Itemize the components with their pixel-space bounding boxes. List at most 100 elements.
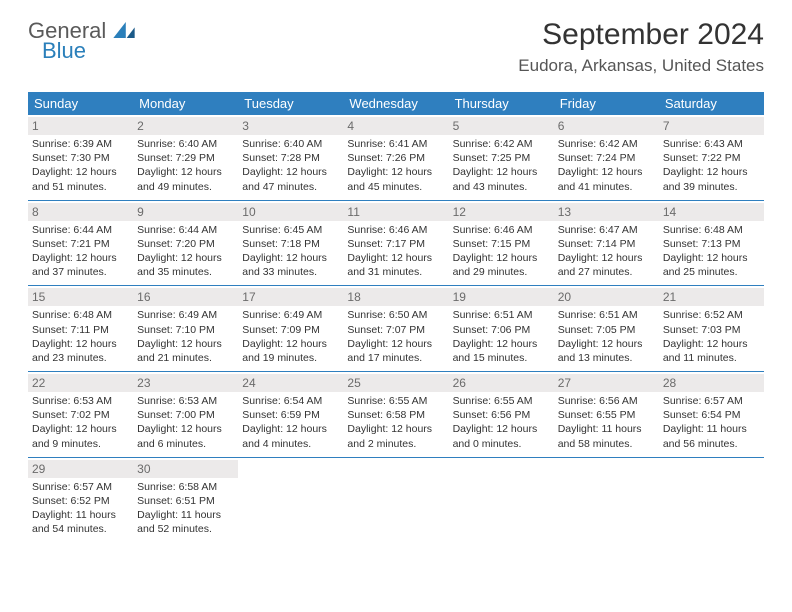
day-cell: 23 Sunrise: 6:53 AMSunset: 7:00 PMDayligh… — [133, 372, 238, 457]
day-cell — [659, 458, 764, 543]
day-number: 5 — [449, 117, 554, 135]
day-number: 24 — [238, 374, 343, 392]
day-details: Sunrise: 6:54 AMSunset: 6:59 PMDaylight:… — [242, 394, 339, 451]
day-details: Sunrise: 6:49 AMSunset: 7:10 PMDaylight:… — [137, 308, 234, 365]
day-details: Sunrise: 6:46 AMSunset: 7:17 PMDaylight:… — [347, 223, 444, 280]
day-details: Sunrise: 6:58 AMSunset: 6:51 PMDaylight:… — [137, 480, 234, 537]
day-details: Sunrise: 6:55 AMSunset: 6:58 PMDaylight:… — [347, 394, 444, 451]
day-cell: 29 Sunrise: 6:57 AMSunset: 6:52 PMDayligh… — [28, 458, 133, 543]
day-details: Sunrise: 6:55 AMSunset: 6:56 PMDaylight:… — [453, 394, 550, 451]
day-cell: 24 Sunrise: 6:54 AMSunset: 6:59 PMDayligh… — [238, 372, 343, 457]
day-details: Sunrise: 6:57 AMSunset: 6:52 PMDaylight:… — [32, 480, 129, 537]
day-cell: 10 Sunrise: 6:45 AMSunset: 7:18 PMDayligh… — [238, 201, 343, 286]
header: General Blue September 2024 Eudora, Arka… — [0, 0, 792, 84]
day-cell — [449, 458, 554, 543]
day-cell — [343, 458, 448, 543]
weekday-header: Thursday — [449, 92, 554, 115]
day-number: 23 — [133, 374, 238, 392]
day-number: 25 — [343, 374, 448, 392]
day-number: 16 — [133, 288, 238, 306]
week-row: 29 Sunrise: 6:57 AMSunset: 6:52 PMDayligh… — [28, 457, 764, 543]
day-cell: 11 Sunrise: 6:46 AMSunset: 7:17 PMDayligh… — [343, 201, 448, 286]
day-cell: 8 Sunrise: 6:44 AMSunset: 7:21 PMDaylight… — [28, 201, 133, 286]
day-cell: 16 Sunrise: 6:49 AMSunset: 7:10 PMDayligh… — [133, 286, 238, 371]
page-title: September 2024 — [518, 18, 764, 52]
day-number: 8 — [28, 203, 133, 221]
day-number: 29 — [28, 460, 133, 478]
day-cell: 6Sunrise: 6:42 AMSunset: 7:24 PMDaylight… — [554, 115, 659, 200]
day-cell: 14Sunrise: 6:48 AMSunset: 7:13 PMDayligh… — [659, 201, 764, 286]
day-number: 27 — [554, 374, 659, 392]
day-details: Sunrise: 6:42 AMSunset: 7:25 PMDaylight:… — [453, 137, 550, 194]
weekday-header: Wednesday — [343, 92, 448, 115]
week-row: 22 Sunrise: 6:53 AMSunset: 7:02 PMDayligh… — [28, 371, 764, 457]
day-details: Sunrise: 6:49 AMSunset: 7:09 PMDaylight:… — [242, 308, 339, 365]
logo: General Blue — [28, 18, 135, 64]
day-details: Sunrise: 6:57 AMSunset: 6:54 PMDaylight:… — [663, 394, 760, 451]
day-cell — [554, 458, 659, 543]
location-subtitle: Eudora, Arkansas, United States — [518, 56, 764, 76]
day-number: 9 — [133, 203, 238, 221]
day-number: 19 — [449, 288, 554, 306]
day-number: 30 — [133, 460, 238, 478]
day-number: 22 — [28, 374, 133, 392]
day-number: 15 — [28, 288, 133, 306]
day-cell: 9 Sunrise: 6:44 AMSunset: 7:20 PMDaylight… — [133, 201, 238, 286]
day-number: 2 — [133, 117, 238, 135]
day-details: Sunrise: 6:50 AMSunset: 7:07 PMDaylight:… — [347, 308, 444, 365]
day-cell: 18 Sunrise: 6:50 AMSunset: 7:07 PMDayligh… — [343, 286, 448, 371]
day-cell: 27 Sunrise: 6:56 AMSunset: 6:55 PMDayligh… — [554, 372, 659, 457]
day-number: 17 — [238, 288, 343, 306]
week-row: 15 Sunrise: 6:48 AMSunset: 7:11 PMDayligh… — [28, 285, 764, 371]
day-details: Sunrise: 6:53 AMSunset: 7:02 PMDaylight:… — [32, 394, 129, 451]
day-number: 28 — [659, 374, 764, 392]
day-cell — [238, 458, 343, 543]
day-details: Sunrise: 6:43 AMSunset: 7:22 PMDaylight:… — [663, 137, 760, 194]
day-number: 12 — [449, 203, 554, 221]
week-row: 1Sunrise: 6:39 AMSunset: 7:30 PMDaylight… — [28, 115, 764, 200]
day-cell: 5 Sunrise: 6:42 AMSunset: 7:25 PMDaylight… — [449, 115, 554, 200]
day-details: Sunrise: 6:56 AMSunset: 6:55 PMDaylight:… — [558, 394, 655, 451]
day-cell: 19 Sunrise: 6:51 AMSunset: 7:06 PMDayligh… — [449, 286, 554, 371]
day-number: 18 — [343, 288, 448, 306]
day-details: Sunrise: 6:53 AMSunset: 7:00 PMDaylight:… — [137, 394, 234, 451]
day-details: Sunrise: 6:48 AMSunset: 7:13 PMDaylight:… — [663, 223, 760, 280]
day-details: Sunrise: 6:51 AMSunset: 7:06 PMDaylight:… — [453, 308, 550, 365]
day-number: 13 — [554, 203, 659, 221]
day-cell: 13 Sunrise: 6:47 AMSunset: 7:14 PMDayligh… — [554, 201, 659, 286]
day-details: Sunrise: 6:44 AMSunset: 7:21 PMDaylight:… — [32, 223, 129, 280]
day-number: 7 — [659, 117, 764, 135]
day-number: 3 — [238, 117, 343, 135]
day-details: Sunrise: 6:42 AMSunset: 7:24 PMDaylight:… — [558, 137, 655, 194]
day-details: Sunrise: 6:45 AMSunset: 7:18 PMDaylight:… — [242, 223, 339, 280]
day-details: Sunrise: 6:41 AMSunset: 7:26 PMDaylight:… — [347, 137, 444, 194]
day-cell: 22 Sunrise: 6:53 AMSunset: 7:02 PMDayligh… — [28, 372, 133, 457]
day-number: 4 — [343, 117, 448, 135]
day-cell: 1Sunrise: 6:39 AMSunset: 7:30 PMDaylight… — [28, 115, 133, 200]
weekday-header: Friday — [554, 92, 659, 115]
day-number: 11 — [343, 203, 448, 221]
day-details: Sunrise: 6:44 AMSunset: 7:20 PMDaylight:… — [137, 223, 234, 280]
title-block: September 2024 Eudora, Arkansas, United … — [518, 18, 764, 76]
day-details: Sunrise: 6:46 AMSunset: 7:15 PMDaylight:… — [453, 223, 550, 280]
day-details: Sunrise: 6:40 AMSunset: 7:29 PMDaylight:… — [137, 137, 234, 194]
week-row: 8 Sunrise: 6:44 AMSunset: 7:21 PMDaylight… — [28, 200, 764, 286]
day-details: Sunrise: 6:47 AMSunset: 7:14 PMDaylight:… — [558, 223, 655, 280]
day-cell: 15 Sunrise: 6:48 AMSunset: 7:11 PMDayligh… — [28, 286, 133, 371]
day-number: 21 — [659, 288, 764, 306]
day-cell: 26Sunrise: 6:55 AMSunset: 6:56 PMDayligh… — [449, 372, 554, 457]
day-cell: 4 Sunrise: 6:41 AMSunset: 7:26 PMDaylight… — [343, 115, 448, 200]
day-cell: 17 Sunrise: 6:49 AMSunset: 7:09 PMDayligh… — [238, 286, 343, 371]
day-cell: 30 Sunrise: 6:58 AMSunset: 6:51 PMDayligh… — [133, 458, 238, 543]
weekday-header: Tuesday — [238, 92, 343, 115]
calendar: SundayMondayTuesdayWednesdayThursdayFrid… — [28, 92, 764, 542]
day-cell: 25 Sunrise: 6:55 AMSunset: 6:58 PMDayligh… — [343, 372, 448, 457]
day-number: 10 — [238, 203, 343, 221]
day-cell: 2 Sunrise: 6:40 AMSunset: 7:29 PMDaylight… — [133, 115, 238, 200]
weekday-header: Saturday — [659, 92, 764, 115]
day-details: Sunrise: 6:39 AMSunset: 7:30 PMDaylight:… — [32, 137, 129, 194]
weeks-container: 1Sunrise: 6:39 AMSunset: 7:30 PMDaylight… — [28, 115, 764, 542]
day-details: Sunrise: 6:48 AMSunset: 7:11 PMDaylight:… — [32, 308, 129, 365]
day-details: Sunrise: 6:51 AMSunset: 7:05 PMDaylight:… — [558, 308, 655, 365]
day-cell: 20Sunrise: 6:51 AMSunset: 7:05 PMDayligh… — [554, 286, 659, 371]
